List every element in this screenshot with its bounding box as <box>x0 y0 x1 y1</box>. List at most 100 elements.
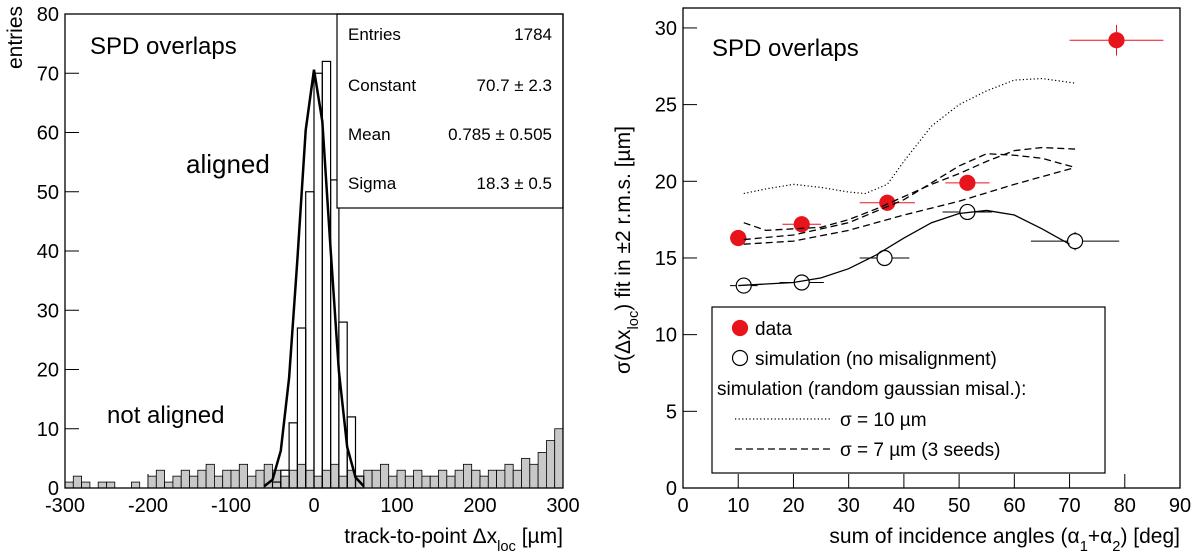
axis-label: track-to-point Δxloc [µm] <box>344 525 563 553</box>
histogram-bar <box>388 475 398 489</box>
axis-label-part: +α <box>1088 525 1112 548</box>
histogram-bar <box>164 481 174 489</box>
histogram-bar <box>180 469 190 489</box>
marker <box>959 174 976 191</box>
stats-value: 18.3 ± 0.5 <box>477 174 553 193</box>
legend-label: σ = 7 µm (3 seeds) <box>840 440 1000 461</box>
histogram-bar <box>106 481 116 489</box>
histogram-bar <box>321 469 331 489</box>
histogram-bar <box>205 463 215 489</box>
histogram-bar <box>130 481 141 489</box>
stats-value: 70.7 ± 2.3 <box>477 76 553 95</box>
axis-label-part: track-to-point Δx <box>344 525 497 548</box>
series-label: not aligned <box>107 402 224 429</box>
line-series <box>743 166 1076 245</box>
y-tick-label: 30 <box>37 300 59 322</box>
histogram-bar <box>230 469 240 489</box>
histogram-bar <box>379 463 390 489</box>
histogram-bar <box>197 469 207 489</box>
histogram-bar <box>429 475 439 489</box>
histogram-bar <box>189 475 199 489</box>
chart-title: SPD overlaps <box>90 33 237 60</box>
histogram-bar <box>363 469 373 489</box>
axis-label-part: loc <box>497 539 516 553</box>
histogram-bar <box>521 457 531 489</box>
axis-label-part: 2 <box>1112 539 1120 553</box>
histogram-bar <box>371 469 381 489</box>
histogram-bar <box>172 475 182 489</box>
histogram-bar <box>81 481 91 489</box>
histogram-bar <box>305 469 315 489</box>
axis-label-part: loc <box>626 311 642 330</box>
x-tick-label: 100 <box>380 495 413 517</box>
histogram-bar <box>238 463 249 489</box>
y-tick-label: 30 <box>655 18 677 40</box>
histogram-bar <box>496 469 506 489</box>
histogram-bar <box>537 452 547 489</box>
histogram-bar <box>554 428 564 489</box>
histogram-bar <box>487 469 497 489</box>
y-tick-label: 80 <box>37 4 59 26</box>
line-series <box>743 146 1076 232</box>
histogram-bar <box>338 475 348 489</box>
y-tick-label: 40 <box>37 241 59 263</box>
x-tick-label: 80 <box>1114 495 1136 517</box>
y-tick-label: 0 <box>666 478 677 500</box>
histogram-bar <box>438 469 448 489</box>
legend-marker <box>731 349 749 367</box>
x-tick-label: -100 <box>211 495 251 517</box>
plot-frame <box>682 7 1181 489</box>
x-tick-label: 70 <box>1058 495 1080 517</box>
legend-box <box>711 306 1106 474</box>
axis-label-part: ) [deg] <box>1120 525 1180 548</box>
x-tick-label: 0 <box>677 495 688 517</box>
legend-label: σ = 10 µm <box>840 410 927 431</box>
stats-label: Entries <box>348 25 401 44</box>
histogram-bar <box>247 475 257 489</box>
y-tick-label: 20 <box>37 360 59 382</box>
y-tick-label: 60 <box>37 123 59 145</box>
histogram-bar <box>546 440 556 489</box>
histogram-bar <box>471 469 481 489</box>
axis-label-part: sum of incidence angles (α <box>829 525 1079 548</box>
marker <box>879 194 896 211</box>
series-label: aligned <box>186 149 270 179</box>
axis-label-part: σ(Δx <box>612 329 635 374</box>
x-tick-label: 0 <box>308 495 319 517</box>
x-tick-label: 20 <box>782 495 804 517</box>
x-tick-label: 30 <box>838 495 860 517</box>
histogram-bar <box>404 475 414 489</box>
axis-label-part: 1 <box>1080 539 1088 553</box>
y-tick-label: 15 <box>655 248 677 270</box>
histogram-bar <box>288 469 298 489</box>
axis-label-part: ) fit in ±2 r.m.s. [µm] <box>612 126 635 311</box>
x-tick-label: -200 <box>128 495 168 517</box>
line-series <box>743 153 1076 241</box>
x-tick-label: 300 <box>546 495 579 517</box>
histogram-bar <box>413 469 423 489</box>
histogram-bar <box>396 469 406 489</box>
line-series <box>743 77 1076 195</box>
histogram-bar <box>147 475 157 489</box>
histogram-bar <box>504 463 514 489</box>
stats-value: 0.785 ± 0.505 <box>448 125 552 144</box>
histogram-bar <box>462 463 473 489</box>
axis-label-part: [µm] <box>516 525 563 548</box>
histogram-bar <box>330 463 340 489</box>
marker <box>1066 232 1084 250</box>
y-tick-label: 0 <box>48 478 59 500</box>
histogram-bar <box>222 469 232 489</box>
marker <box>1108 32 1125 49</box>
histogram-bar <box>529 463 539 489</box>
marker <box>793 216 810 233</box>
legend-label: data <box>755 319 792 340</box>
x-tick-label: 40 <box>893 495 915 517</box>
histogram-bar <box>64 481 74 489</box>
stats-label: Mean <box>348 125 391 144</box>
plot-frame <box>64 13 564 489</box>
histogram-bar <box>155 469 166 489</box>
chart-title: SPD overlaps <box>712 35 859 62</box>
y-tick-label: 50 <box>37 182 59 204</box>
